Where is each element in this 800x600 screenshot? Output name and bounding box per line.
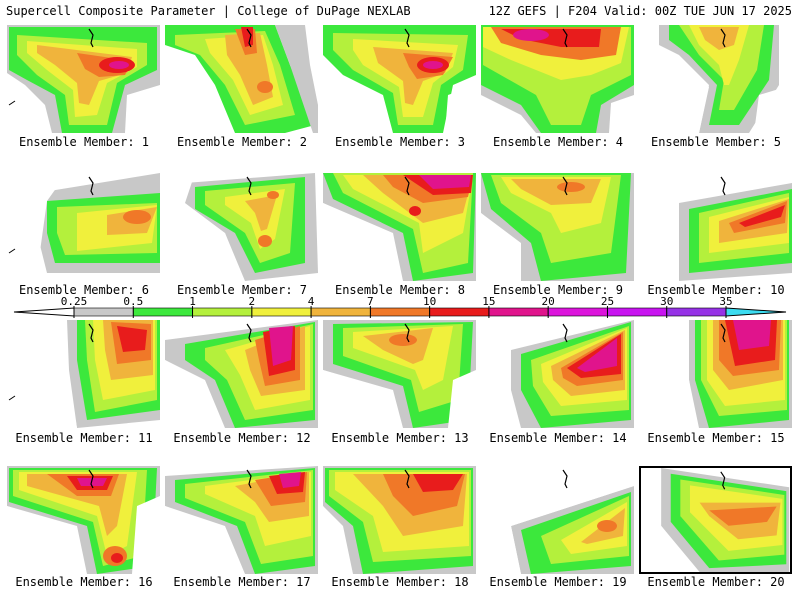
panel-label: Ensemble Member: 16 <box>15 575 153 589</box>
colorbar-level-label: 0.5 <box>123 296 143 308</box>
panel-label: Ensemble Member: 8 <box>334 283 466 297</box>
colorbar-right-arrow <box>725 307 787 317</box>
model-run-info: 12Z GEFS | F204 Valid: 00Z TUE JUN 17 20… <box>488 4 792 18</box>
ensemble-panel-18 <box>323 466 476 574</box>
colorbar-segment <box>666 307 727 317</box>
ensemble-panel-4 <box>481 25 634 133</box>
ensemble-panel-9 <box>481 173 634 281</box>
colorbar-segment <box>370 307 430 317</box>
colorbar-segment <box>607 307 668 317</box>
panel-label: Ensemble Member: 15 <box>647 431 785 445</box>
color-scale-legend: 0.25 0.5 1 2 4 7 10 15 20 25 30 35 <box>13 296 787 318</box>
panel-label: Ensemble Member: 10 <box>647 283 785 297</box>
colorbar-left-arrow <box>13 307 75 317</box>
ensemble-panel-15 <box>639 320 792 428</box>
colorbar-level-label: 4 <box>308 296 315 308</box>
ensemble-panel-16 <box>7 466 160 574</box>
ensemble-panel-5 <box>639 25 792 133</box>
colorbar-segment <box>488 307 549 317</box>
colorbar-level-label: 1 <box>189 296 196 308</box>
panel-label: Ensemble Member: 14 <box>489 431 627 445</box>
panel-label: Ensemble Member: 11 <box>15 431 153 445</box>
panel-label: Ensemble Member: 17 <box>173 575 311 589</box>
colorbar-level-label: 15 <box>482 296 495 308</box>
panel-label: Ensemble Member: 5 <box>650 135 782 149</box>
panel-label: Ensemble Member: 4 <box>492 135 624 149</box>
panel-label: Ensemble Member: 1 <box>18 135 150 149</box>
ensemble-panel-10 <box>639 173 792 281</box>
colorbar-segment <box>192 307 253 317</box>
ensemble-panel-2 <box>165 25 318 133</box>
colorbar-level-label: 10 <box>423 296 436 308</box>
panel-label: Ensemble Member: 12 <box>173 431 311 445</box>
colorbar-segment <box>251 307 312 317</box>
colorbar-segment <box>73 307 134 317</box>
colorbar-level-label: 7 <box>367 296 374 308</box>
colorbar-segment <box>547 307 608 317</box>
panel-label: Ensemble Member: 20 <box>647 575 785 589</box>
ensemble-panel-17 <box>165 466 318 574</box>
ensemble-panel-8 <box>323 173 476 281</box>
panel-label: Ensemble Member: 6 <box>18 283 150 297</box>
panel-label: Ensemble Member: 2 <box>176 135 308 149</box>
ensemble-panel-1 <box>7 25 160 133</box>
ensemble-panel-12 <box>165 320 318 428</box>
colorbar-segment <box>310 307 371 317</box>
ensemble-panel-14 <box>481 320 634 428</box>
page-title: Supercell Composite Parameter | College … <box>6 4 411 18</box>
ensemble-panel-7 <box>165 173 318 281</box>
panel-label: Ensemble Member: 13 <box>331 431 469 445</box>
ensemble-panel-13 <box>323 320 476 428</box>
colorbar-level-label: 2 <box>249 296 256 308</box>
ensemble-panel-6 <box>7 173 160 281</box>
panel-label: Ensemble Member: 3 <box>334 135 466 149</box>
ensemble-panel-3 <box>323 25 476 133</box>
panel-label: Ensemble Member: 18 <box>331 575 469 589</box>
colorbar-level-label: 25 <box>601 296 614 308</box>
colorbar-level-label: 35 <box>719 296 732 308</box>
colorbar-segment <box>429 307 490 317</box>
panel-label: Ensemble Member: 19 <box>489 575 627 589</box>
colorbar-segment <box>132 307 193 317</box>
panel-label: Ensemble Member: 7 <box>176 283 308 297</box>
colorbar-level-label: 20 <box>542 296 555 308</box>
ensemble-panel-11 <box>7 320 160 428</box>
panel-label: Ensemble Member: 9 <box>492 283 624 297</box>
colorbar-level-label: 30 <box>660 296 673 308</box>
colorbar-level-label: 0.25 <box>61 296 88 308</box>
ensemble-panel-20 <box>639 466 792 574</box>
ensemble-panel-19 <box>481 466 634 574</box>
